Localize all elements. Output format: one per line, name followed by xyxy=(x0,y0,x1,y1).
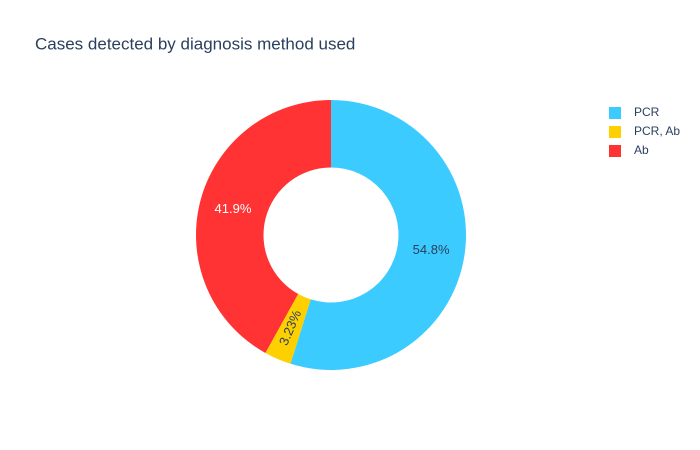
pie-slice xyxy=(290,100,466,371)
pie-slice xyxy=(196,100,331,354)
legend-swatch xyxy=(609,107,621,119)
slice-label: 41.9% xyxy=(215,201,252,216)
legend-label: PCR xyxy=(634,105,660,119)
legend-swatch xyxy=(609,126,621,138)
legend-label: Ab xyxy=(634,143,649,157)
legend-swatch xyxy=(609,145,621,157)
pie-slice xyxy=(265,294,311,364)
chart-title: Cases detected by diagnosis method used xyxy=(35,34,355,53)
slice-label: 54.8% xyxy=(413,242,450,257)
legend-label: PCR, Ab xyxy=(634,124,680,138)
